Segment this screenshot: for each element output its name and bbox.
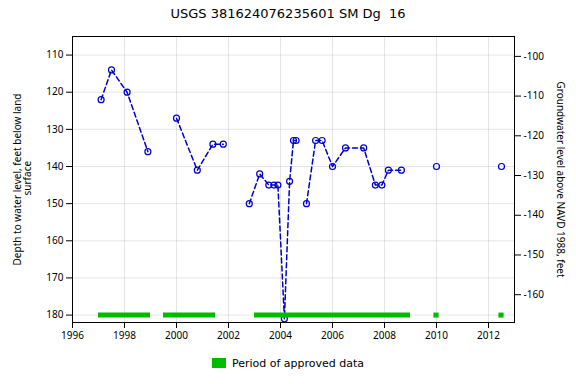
html-text:USGS 381624076235601 SM Dg 16: USGS 381624076235601 SM Dg 16 — [170, 6, 406, 21]
svg-text:Groundwater level above NAVD 1: Groundwater level above NAVD 1988, feet — [554, 81, 568, 277]
svg-text:180: 180 — [46, 307, 63, 321]
svg-text:160: 160 — [46, 233, 63, 247]
svg-text:2002: 2002 — [217, 328, 240, 342]
svg-text:140: 140 — [46, 159, 63, 173]
svg-text:-130: -130 — [524, 168, 545, 182]
svg-text:-100: -100 — [524, 49, 545, 63]
svg-text:110: 110 — [46, 47, 63, 61]
svg-text:2006: 2006 — [321, 328, 344, 342]
svg-text:1996: 1996 — [61, 328, 84, 342]
svg-text:2010: 2010 — [425, 328, 448, 342]
svg-text:-160: -160 — [524, 287, 545, 301]
svg-text:130: 130 — [46, 122, 63, 136]
svg-text:-150: -150 — [524, 247, 545, 261]
svg-text:120: 120 — [46, 84, 63, 98]
svg-text:170: 170 — [46, 270, 63, 284]
svg-text:2012: 2012 — [477, 328, 500, 342]
svg-text:Depth to water level, feet bel: Depth to water level, feet below land su… — [10, 94, 34, 266]
svg-text:2004: 2004 — [269, 328, 292, 342]
svg-text:-110: -110 — [524, 88, 545, 102]
svg-text:1998: 1998 — [113, 328, 136, 342]
svg-text:-140: -140 — [524, 207, 545, 221]
svg-text:2008: 2008 — [373, 328, 396, 342]
html-text:Period of approved data: Period of approved data — [231, 356, 365, 370]
svg-text:2000: 2000 — [165, 328, 188, 342]
svg-text:150: 150 — [46, 196, 63, 210]
svg-text:-120: -120 — [524, 128, 545, 142]
